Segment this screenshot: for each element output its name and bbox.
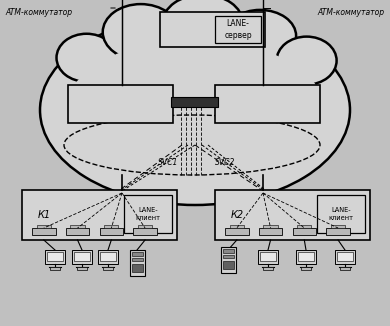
Bar: [77, 267, 87, 270]
Bar: [47, 252, 63, 261]
Bar: [22, 190, 177, 240]
Ellipse shape: [40, 15, 350, 205]
Bar: [131, 252, 142, 256]
Bar: [104, 225, 119, 228]
Bar: [103, 267, 113, 270]
Bar: [296, 250, 316, 264]
Bar: [98, 250, 118, 264]
Text: SVC1: SVC1: [158, 158, 178, 167]
Bar: [66, 228, 89, 235]
Text: ATM-коммутатор: ATM-коммутатор: [318, 8, 385, 17]
Ellipse shape: [57, 34, 117, 82]
Bar: [317, 195, 365, 233]
Bar: [297, 225, 311, 228]
Bar: [215, 85, 320, 123]
Bar: [223, 261, 234, 269]
Bar: [292, 228, 316, 235]
Ellipse shape: [163, 0, 243, 51]
Bar: [301, 267, 311, 270]
Ellipse shape: [63, 39, 327, 191]
Bar: [264, 225, 278, 228]
Ellipse shape: [277, 37, 337, 85]
Bar: [230, 225, 244, 228]
Bar: [32, 228, 56, 235]
Bar: [131, 264, 142, 272]
Bar: [258, 250, 278, 264]
Bar: [72, 250, 92, 264]
Bar: [326, 228, 350, 235]
Text: ATM-коммутатор: ATM-коммутатор: [5, 8, 72, 17]
Bar: [45, 250, 65, 264]
Bar: [335, 250, 355, 264]
Bar: [215, 190, 370, 240]
Bar: [340, 267, 350, 270]
Bar: [160, 12, 265, 47]
Bar: [259, 228, 282, 235]
Bar: [129, 250, 145, 276]
Bar: [171, 97, 218, 107]
Ellipse shape: [224, 10, 296, 62]
Bar: [331, 225, 345, 228]
Bar: [68, 85, 173, 123]
Bar: [50, 267, 60, 270]
Text: К1: К1: [37, 210, 51, 220]
Bar: [225, 228, 249, 235]
Bar: [74, 252, 90, 261]
Bar: [223, 249, 234, 253]
Text: К2: К2: [230, 210, 244, 220]
Bar: [133, 228, 157, 235]
Bar: [71, 225, 85, 228]
Text: LANE-
сервер: LANE- сервер: [224, 20, 252, 39]
Bar: [298, 252, 314, 261]
Bar: [337, 252, 353, 261]
Bar: [260, 252, 276, 261]
Bar: [223, 255, 234, 258]
Bar: [131, 258, 142, 261]
Text: LANE-
клиент: LANE- клиент: [328, 207, 353, 221]
Bar: [124, 195, 172, 233]
Bar: [138, 225, 152, 228]
Text: LANE-
клиент: LANE- клиент: [135, 207, 161, 221]
Bar: [99, 228, 123, 235]
Bar: [263, 267, 273, 270]
Text: SVC2: SVC2: [215, 158, 236, 167]
Ellipse shape: [103, 4, 179, 60]
Bar: [220, 247, 236, 273]
Bar: [37, 225, 51, 228]
Bar: [100, 252, 116, 261]
Bar: [215, 16, 261, 43]
